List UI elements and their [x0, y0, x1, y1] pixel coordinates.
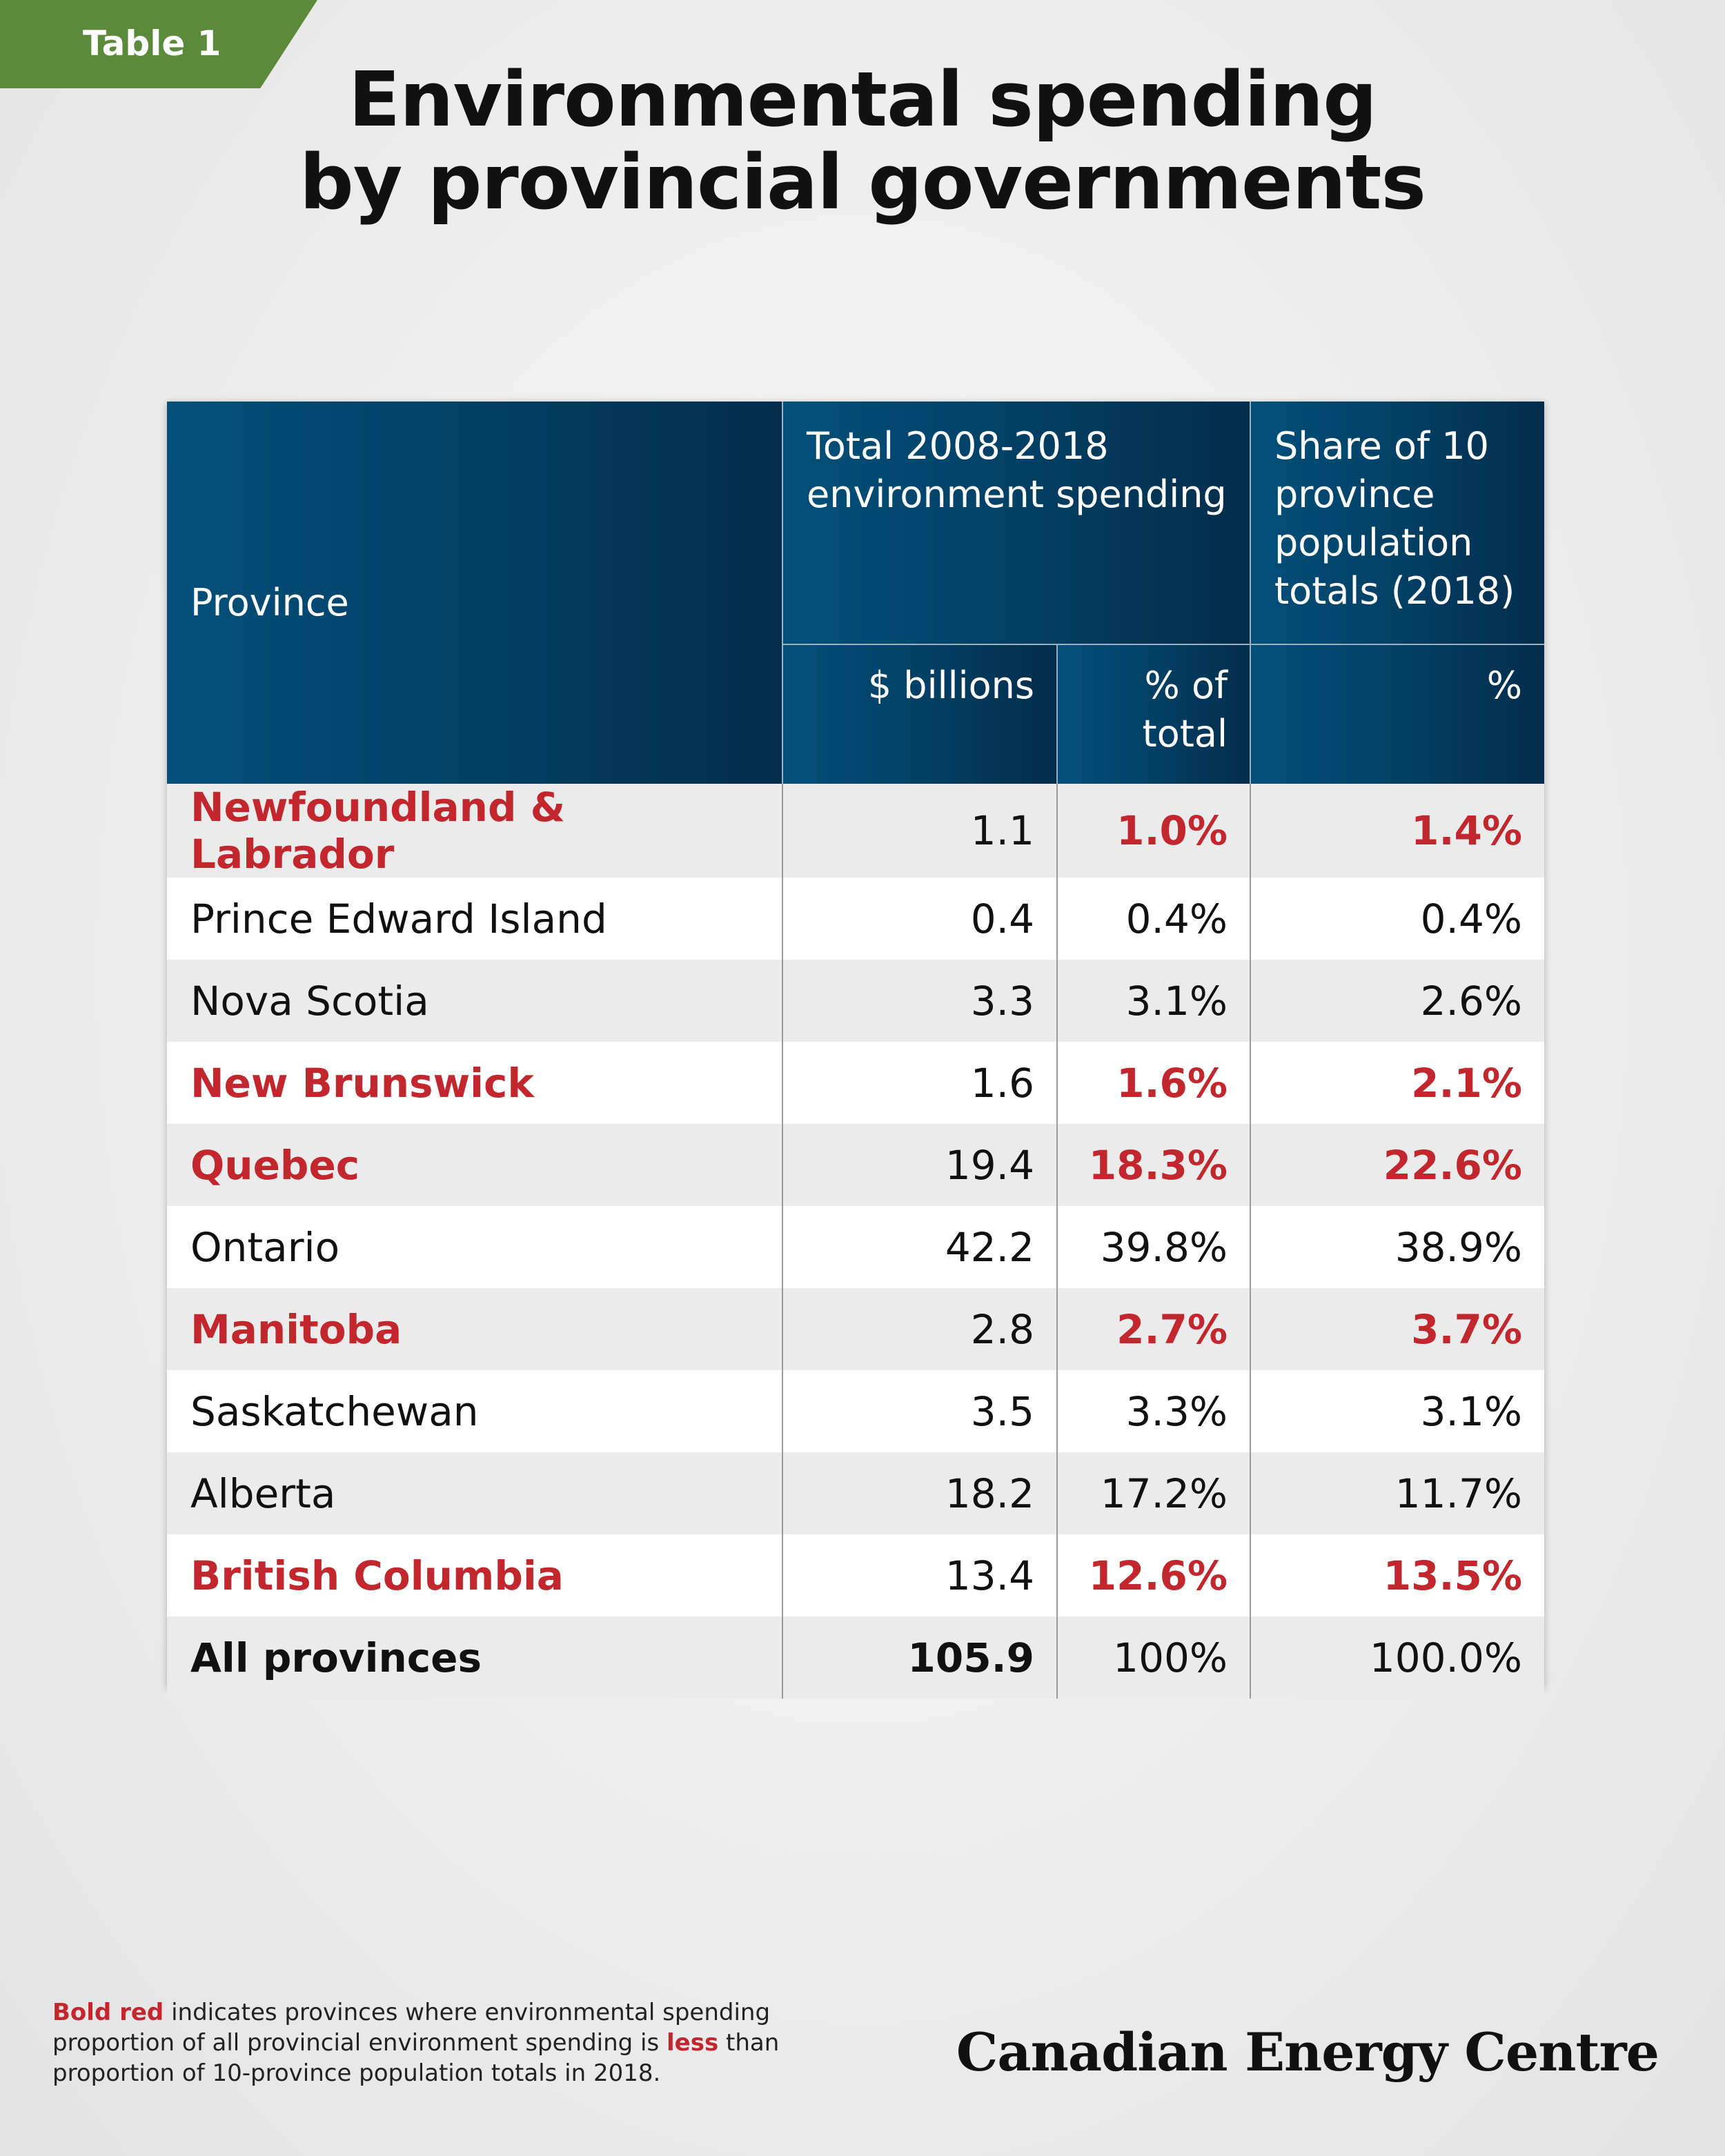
cell-province: British Columbia	[167, 1534, 782, 1616]
spending-table-container: Province Total 2008-2018 environment spe…	[167, 402, 1544, 1699]
table-row: All provinces 105.9 100% 100.0%	[167, 1616, 1544, 1699]
cell-pct-of-total: 12.6%	[1056, 1534, 1250, 1616]
table-row: Nova Scotia 3.3 3.1% 2.6%	[167, 960, 1544, 1042]
table-row: British Columbia 13.4 12.6% 13.5%	[167, 1534, 1544, 1616]
cell-billions: 1.1	[782, 784, 1057, 878]
spending-table: Province Total 2008-2018 environment spe…	[167, 402, 1544, 1699]
page-title: Environmental spending by provincial gov…	[0, 58, 1725, 224]
cell-province: Nova Scotia	[167, 960, 782, 1042]
cell-billions: 42.2	[782, 1206, 1057, 1288]
cell-billions: 105.9	[782, 1616, 1057, 1699]
cell-billions: 3.5	[782, 1370, 1057, 1452]
table-body: Newfoundland & Labrador 1.1 1.0% 1.4% Prince…	[167, 784, 1544, 1699]
cell-population-share: 13.5%	[1250, 1534, 1544, 1616]
cell-pct-of-total: 17.2%	[1056, 1452, 1250, 1534]
cell-province: Prince Edward Island	[167, 878, 782, 960]
cell-population-share: 22.6%	[1250, 1124, 1544, 1206]
table-row: Manitoba 2.8 2.7% 3.7%	[167, 1288, 1544, 1370]
cell-pct-of-total: 1.6%	[1056, 1042, 1250, 1124]
cell-billions: 18.2	[782, 1452, 1057, 1534]
header-population-share: Share of 10 province population totals (…	[1250, 402, 1544, 644]
cell-pct-of-total: 100%	[1056, 1616, 1250, 1699]
cell-province: Manitoba	[167, 1288, 782, 1370]
cell-pct-of-total: 3.1%	[1056, 960, 1250, 1042]
footnote-text-1: indicates provinces where environmental …	[52, 1999, 771, 2057]
cell-pct-of-total: 1.0%	[1056, 784, 1250, 878]
cell-province: New Brunswick	[167, 1042, 782, 1124]
title-line-1: Environmental spending	[348, 55, 1377, 144]
footnote: Bold red indicates provinces where envir…	[52, 1997, 811, 2088]
cell-province: All provinces	[167, 1616, 782, 1699]
footnote-text-2: than proportion of 10-province populatio…	[52, 2029, 780, 2087]
cell-population-share: 100.0%	[1250, 1616, 1544, 1699]
cell-pct-of-total: 3.3%	[1056, 1370, 1250, 1452]
cell-province: Quebec	[167, 1124, 782, 1206]
cell-province: Alberta	[167, 1452, 782, 1534]
table-row: Prince Edward Island 0.4 0.4% 0.4%	[167, 878, 1544, 960]
title-line-2: by provincial governments	[299, 138, 1426, 226]
header-pct-of-total: % of total	[1056, 644, 1250, 784]
cell-province: Newfoundland & Labrador	[167, 784, 782, 878]
cell-population-share: 0.4%	[1250, 878, 1544, 960]
footnote-bold-red: Bold red	[52, 1999, 164, 2026]
cell-population-share: 38.9%	[1250, 1206, 1544, 1288]
table-row: Newfoundland & Labrador 1.1 1.0% 1.4%	[167, 784, 1544, 878]
cell-pct-of-total: 0.4%	[1056, 878, 1250, 960]
cell-province: Saskatchewan	[167, 1370, 782, 1452]
table-number-tag: Table 1	[0, 0, 317, 88]
cell-population-share: 2.6%	[1250, 960, 1544, 1042]
cell-population-share: 3.7%	[1250, 1288, 1544, 1370]
cell-billions: 1.6	[782, 1042, 1057, 1124]
header-total-spending: Total 2008-2018 environment spending	[782, 402, 1250, 644]
cell-province: Ontario	[167, 1206, 782, 1288]
cell-population-share: 1.4%	[1250, 784, 1544, 878]
table-row: Ontario 42.2 39.8% 38.9%	[167, 1206, 1544, 1288]
table-row: New Brunswick 1.6 1.6% 2.1%	[167, 1042, 1544, 1124]
header-pct: %	[1250, 644, 1544, 784]
brand-logo-text: Canadian Energy Centre	[956, 2021, 1659, 2083]
header-billions: $ billions	[782, 644, 1057, 784]
cell-billions: 13.4	[782, 1534, 1057, 1616]
cell-population-share: 2.1%	[1250, 1042, 1544, 1124]
cell-population-share: 11.7%	[1250, 1452, 1544, 1534]
cell-billions: 2.8	[782, 1288, 1057, 1370]
header-province: Province	[167, 402, 782, 784]
table-row: Quebec 19.4 18.3% 22.6%	[167, 1124, 1544, 1206]
table-number-label: Table 1	[83, 23, 221, 63]
cell-population-share: 3.1%	[1250, 1370, 1544, 1452]
table-row: Alberta 18.2 17.2% 11.7%	[167, 1452, 1544, 1534]
cell-billions: 0.4	[782, 878, 1057, 960]
cell-pct-of-total: 39.8%	[1056, 1206, 1250, 1288]
cell-pct-of-total: 2.7%	[1056, 1288, 1250, 1370]
footnote-less: less	[667, 2029, 719, 2057]
cell-pct-of-total: 18.3%	[1056, 1124, 1250, 1206]
cell-billions: 3.3	[782, 960, 1057, 1042]
table-row: Saskatchewan 3.5 3.3% 3.1%	[167, 1370, 1544, 1452]
cell-billions: 19.4	[782, 1124, 1057, 1206]
